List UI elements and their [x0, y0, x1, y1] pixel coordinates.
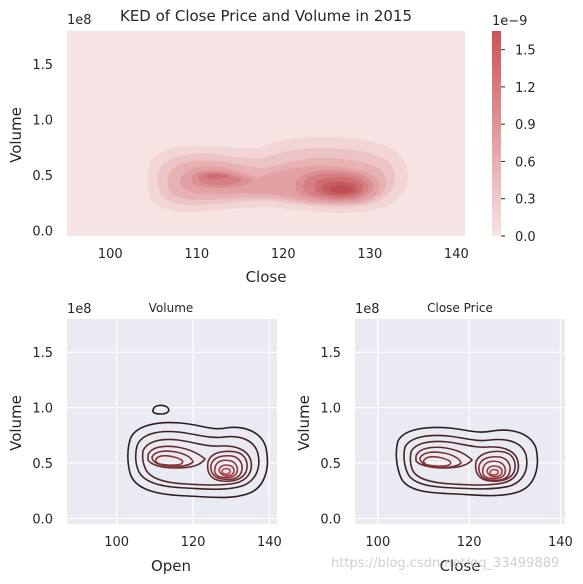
colorbar-tick-label: 1.5	[515, 44, 536, 59]
left-contour-1	[127, 421, 269, 499]
right-contour-7	[486, 465, 503, 478]
top-x-ticks: 100 110 120 130 140	[98, 247, 469, 262]
watermark: https://blog.csdn.net/qq_33499889	[331, 556, 560, 571]
left-x-tick-label: 120	[181, 535, 206, 550]
right-x-ticks: 100 120 140	[365, 535, 572, 550]
colorbar-tick-label: 0.0	[515, 230, 536, 245]
colorbar-ticks: 0.0 0.3 0.6 0.9 1.2 1.5	[501, 44, 536, 245]
left-y-tick-label: 0.0	[32, 512, 53, 527]
left-contour-8	[221, 467, 232, 475]
top-density-layers	[147, 137, 408, 213]
right-y-axis-label: Volume	[295, 395, 313, 451]
density-level-9	[329, 185, 352, 194]
colorbar-tick-label: 1.2	[515, 81, 536, 96]
right-contour-4	[415, 446, 516, 483]
left-title: Volume	[149, 301, 194, 315]
right-x-tick-label: 100	[365, 535, 390, 550]
right-x-tick-label: 140	[548, 535, 573, 550]
left-contour-2	[134, 430, 260, 491]
top-y-ticks: 0.0 0.5 1.0 1.5	[32, 58, 53, 239]
right-y-tick-label: 0.5	[320, 457, 341, 472]
colorbar: 1e−9 0.0 0.3 0.6 0.9 1.2 1.5	[492, 14, 536, 245]
top-y-multiplier: 1e8	[67, 13, 92, 28]
right-y-multiplier: 1e8	[355, 302, 380, 317]
left-contour-6	[154, 454, 239, 479]
right-contour-2	[403, 434, 528, 490]
top-x-tick-label: 110	[184, 247, 209, 262]
top-y-axis-label: Volume	[7, 107, 25, 163]
top-x-axis-label: Close	[246, 268, 287, 286]
top-x-tick-label: 120	[271, 247, 296, 262]
right-contours	[395, 426, 539, 497]
left-contour-isolated	[152, 404, 170, 415]
left-y-axis-label: Volume	[7, 395, 25, 451]
right-y-tick-label: 1.5	[320, 346, 341, 361]
right-title: Close Price	[427, 301, 493, 315]
left-y-tick-label: 0.5	[32, 457, 53, 472]
right-y-tick-label: 0.0	[320, 512, 341, 527]
left-contour-7	[218, 464, 235, 477]
top-y-tick-label: 1.5	[32, 58, 53, 73]
right-y-ticks: 0.0 0.5 1.0 1.5	[320, 346, 341, 527]
colorbar-tick-label: 0.3	[515, 193, 536, 208]
right-contour-6	[422, 455, 507, 480]
left-x-ticks: 100 120 140	[104, 535, 282, 550]
right-contour-1	[395, 426, 539, 497]
top-y-tick-label: 1.0	[32, 114, 53, 129]
colorbar-tick-label: 0.9	[515, 118, 536, 133]
left-x-tick-label: 100	[104, 535, 129, 550]
left-contours	[127, 404, 269, 499]
right-x-axis-label: Close	[440, 557, 481, 575]
colorbar-gradient	[492, 31, 501, 236]
right-y-tick-label: 1.0	[320, 402, 341, 417]
right-contour-8	[489, 468, 500, 476]
left-panel: 1e8 Volume Open Volume 100 120 140 0.0 0.5 1…	[7, 301, 282, 575]
top-x-tick-label: 100	[98, 247, 123, 262]
top-y-multiplier-label: 1e8	[67, 13, 92, 28]
top-panel: 1e8 KED of Close Price and Volume in 201…	[7, 7, 469, 286]
left-plot-area	[67, 319, 277, 524]
left-x-tick-label: 140	[257, 535, 282, 550]
top-y-tick-label: 0.5	[32, 169, 53, 184]
right-panel: 1e8 Close Price Close Volume 100 120 140 0…	[295, 301, 573, 575]
left-contour-4	[147, 445, 248, 483]
left-y-tick-label: 1.5	[32, 346, 53, 361]
right-x-tick-label: 120	[457, 535, 482, 550]
top-title: KED of Close Price and Volume in 2015	[120, 7, 412, 25]
left-y-tick-label: 1.0	[32, 402, 53, 417]
left-contour-3	[141, 438, 253, 486]
top-y-tick-label: 0.0	[32, 224, 53, 239]
colorbar-multiplier: 1e−9	[492, 14, 527, 29]
top-x-tick-label: 140	[444, 247, 469, 262]
left-y-multiplier: 1e8	[67, 302, 92, 317]
colorbar-tick-label: 0.6	[515, 155, 536, 170]
right-plot-area	[355, 319, 565, 524]
left-x-axis-label: Open	[151, 557, 191, 575]
top-x-tick-label: 130	[357, 247, 382, 262]
density-level-7	[206, 173, 364, 197]
right-contour-3	[409, 440, 520, 486]
left-y-ticks: 0.0 0.5 1.0 1.5	[32, 346, 53, 527]
